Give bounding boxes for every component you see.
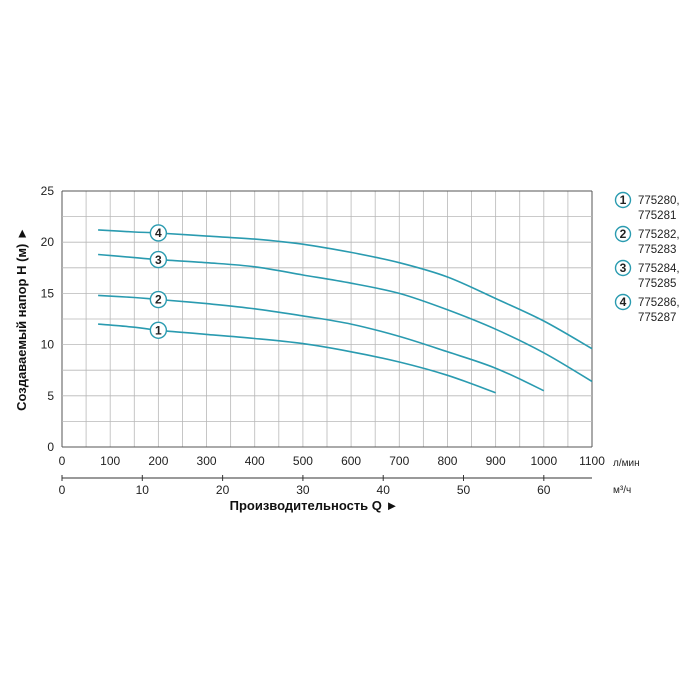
x2-tick-label: 40	[377, 483, 391, 497]
series-marker-label: 3	[155, 253, 162, 267]
series-line-1	[98, 323, 496, 394]
x-axis-primary-ticks: 0 100 200 300 400 500 600 700 800 900 1000 1100	[59, 454, 606, 468]
legend-marker-circle	[614, 293, 632, 311]
legend-entry-line1: 775280,	[638, 195, 680, 207]
series-line-2	[98, 294, 545, 392]
legend-marker-label: 1	[620, 193, 627, 207]
x-tick-label: 500	[293, 454, 313, 468]
series-marker-circle	[149, 224, 168, 242]
legend-entry-line2: 775283	[638, 244, 676, 256]
legend-entry-line1: 775286,	[638, 297, 680, 309]
x-axis-title: Производительность Q ►	[230, 498, 399, 513]
y-tick-label: 10	[41, 338, 55, 352]
series-markers: 1 2 3 4	[149, 224, 168, 339]
x2-tick-label: 60	[537, 483, 551, 497]
legend-marker-label: 4	[620, 295, 627, 309]
legend-entry-line2: 775281	[638, 210, 676, 222]
series-marker-label: 4	[155, 226, 162, 240]
legend-entry-line2: 775285	[638, 278, 676, 290]
y-tick-label: 5	[47, 389, 54, 403]
x2-tick-label: 0	[59, 483, 66, 497]
legend-marker-label: 3	[620, 261, 627, 275]
y-axis-title: Создаваемый напор H (м) ►	[14, 227, 29, 411]
x-axis-secondary-unit: м³/ч	[613, 485, 631, 496]
legend-entry-line1: 775284,	[638, 263, 680, 275]
x-tick-label: 100	[100, 454, 120, 468]
series-marker-label: 1	[155, 323, 162, 337]
legend-marker-label: 2	[620, 227, 627, 241]
x2-tick-label: 50	[457, 483, 471, 497]
x-tick-label: 1000	[530, 454, 557, 468]
series-layer	[98, 229, 593, 394]
x-tick-label: 900	[486, 454, 506, 468]
x-axis-secondary-ticks: 0 10 20 30 40 50 60	[59, 475, 592, 497]
series-marker-circle	[149, 321, 168, 339]
x-tick-label: 1100	[579, 454, 605, 468]
y-tick-label: 15	[41, 286, 55, 300]
x2-tick-label: 30	[296, 483, 310, 497]
legend-marker-circle	[614, 191, 632, 209]
x-axis-primary-unit: л/мин	[613, 458, 640, 469]
x-tick-label: 0	[59, 454, 66, 468]
x2-tick-label: 10	[136, 483, 150, 497]
legend-marker-circle	[614, 259, 632, 277]
x-tick-label: 800	[437, 454, 457, 468]
legend-entry-line2: 775287	[638, 312, 676, 324]
x-tick-label: 400	[245, 454, 265, 468]
series-marker-circle	[149, 290, 168, 309]
x-tick-label: 200	[148, 454, 168, 468]
y-tick-label: 0	[47, 440, 54, 454]
x-tick-label: 700	[389, 454, 409, 468]
legend-marker-circle	[614, 225, 632, 243]
x-tick-label: 600	[341, 454, 361, 468]
y-tick-label: 25	[41, 184, 55, 198]
legend: 1 775280, 775281 2 775282, 775283 3 775284, 7752…	[614, 191, 680, 324]
x2-tick-label: 20	[216, 483, 230, 497]
chart-grid	[61, 190, 593, 448]
y-tick-label: 20	[41, 235, 55, 249]
y-axis-ticks: 0 5 10 15 20 25	[41, 184, 55, 454]
series-marker-circle	[149, 250, 168, 269]
x-tick-label: 300	[197, 454, 217, 468]
series-marker-label: 2	[155, 293, 162, 307]
legend-entry-line1: 775282,	[638, 229, 680, 241]
series-line-3	[98, 253, 593, 383]
